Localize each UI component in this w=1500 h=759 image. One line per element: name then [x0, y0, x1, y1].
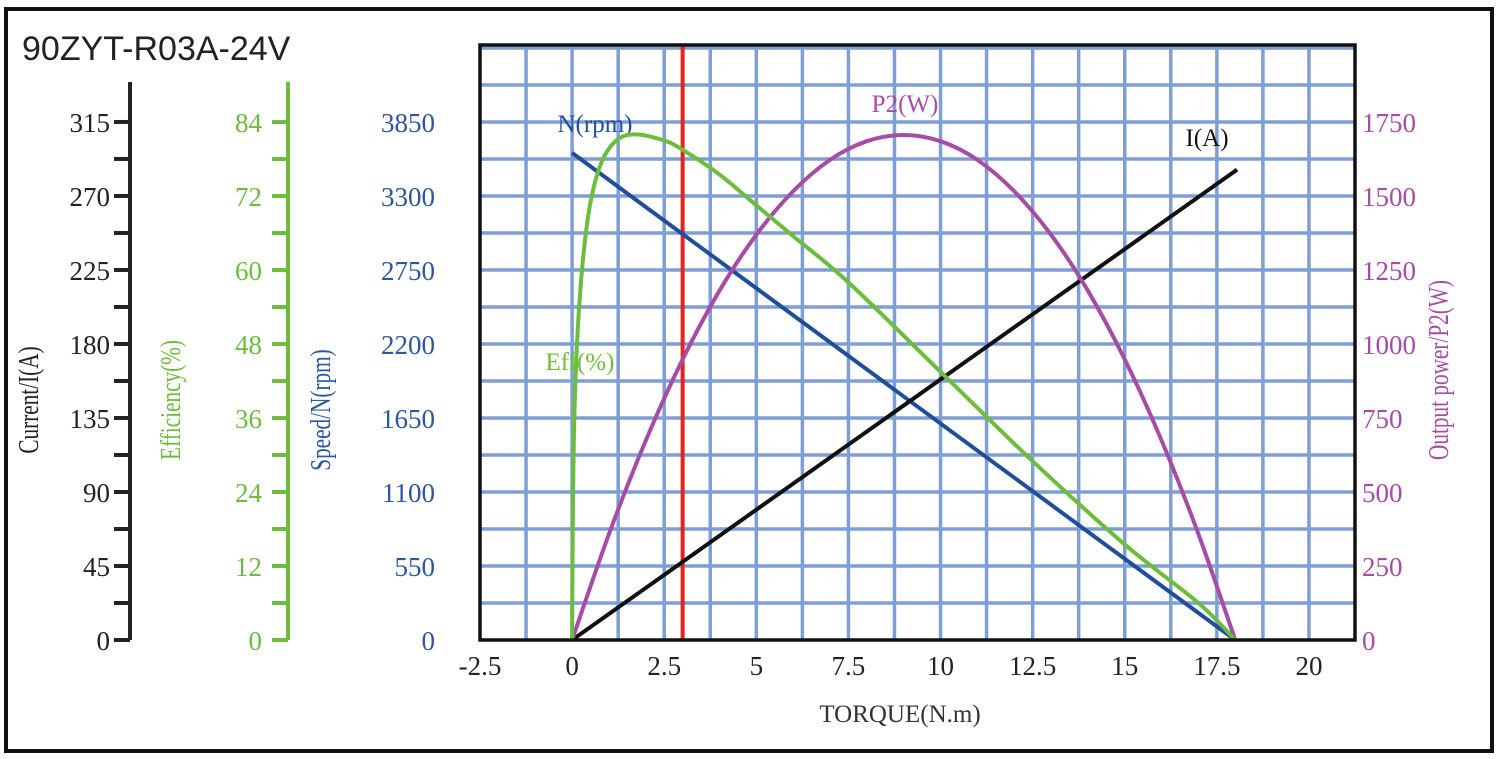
- speed-tick-label: 3850: [381, 108, 435, 138]
- efficiency-tick-label: 84: [235, 108, 263, 138]
- x-tick-label: 10: [927, 651, 954, 681]
- power-tick-label: 500: [1362, 478, 1403, 508]
- current-tick-label: 180: [70, 330, 111, 360]
- current-tick-label: 45: [83, 552, 110, 582]
- series-line-eff: [570, 132, 1237, 642]
- x-tick-label: 0: [565, 651, 579, 681]
- current-tick-label: 90: [83, 478, 110, 508]
- series-label-p2-w: P2(W): [872, 91, 939, 118]
- speed-tick-label: 2750: [381, 256, 435, 286]
- current-tick-label: 315: [70, 108, 111, 138]
- series-line-p2-w: [570, 132, 1238, 641]
- speed-tick-label: 1650: [381, 404, 435, 434]
- efficiency-tick-label: 0: [249, 626, 263, 656]
- power-tick-label: 0: [1362, 626, 1376, 656]
- x-tick-label: 2.5: [647, 651, 681, 681]
- series-line-n-rpm: [570, 151, 1237, 642]
- power-tick-label: 750: [1362, 404, 1403, 434]
- x-tick-label: 7.5: [832, 651, 866, 681]
- series-line-i-a: [570, 168, 1239, 642]
- series: N(rpm) I(A) P2(W) Eff(%): [546, 45, 1239, 642]
- chart-title: 90ZYT-R03A-24V: [22, 30, 291, 68]
- efficiency-tick-label: 24: [235, 478, 263, 508]
- efficiency-tick-label: 36: [235, 404, 262, 434]
- speed-tick-label: 1100: [382, 478, 435, 508]
- efficiency-tick-label: 48: [235, 330, 262, 360]
- x-tick-label: -2.5: [459, 651, 502, 681]
- current-axis-title: Current/I(A): [13, 346, 45, 453]
- current-tick-label: 270: [70, 182, 111, 212]
- speed-tick-label: 550: [395, 552, 436, 582]
- efficiency-tick-label: 60: [235, 256, 262, 286]
- power-tick-label: 250: [1362, 552, 1403, 582]
- axes: -2.5 0 2.5 5 7.5 10 12.5 15 17.5 20 0 45 90 135 180 225…: [13, 82, 1455, 681]
- efficiency-tick-label: 12: [235, 552, 262, 582]
- speed-tick-label: 2200: [381, 330, 435, 360]
- speed-tick-label: 3300: [381, 182, 435, 212]
- efficiency-axis-title: Efficiency(%): [155, 340, 187, 460]
- current-tick-label: 0: [97, 626, 111, 656]
- series-label-eff: Eff(%): [546, 349, 615, 376]
- grid: [480, 45, 1355, 640]
- current-tick-label: 135: [70, 404, 111, 434]
- x-tick-label: 17.5: [1193, 651, 1240, 681]
- x-axis-label: TORQUE(N.m): [819, 701, 980, 728]
- power-tick-label: 1500: [1362, 182, 1416, 212]
- x-tick-label: 5: [750, 651, 764, 681]
- series-label-i-a: I(A): [1185, 125, 1228, 152]
- power-tick-label: 1000: [1362, 330, 1416, 360]
- efficiency-tick-label: 72: [235, 182, 262, 212]
- speed-tick-label: 0: [422, 626, 436, 656]
- speed-axis-title: Speed/N(rpm): [305, 349, 337, 471]
- outer-frame: [4, 7, 1494, 753]
- current-tick-label: 225: [70, 256, 111, 286]
- x-tick-label: 20: [1295, 651, 1322, 681]
- plot-frame: [478, 43, 1357, 642]
- power-axis-title: Output power/P2(W): [1423, 280, 1455, 460]
- x-tick-label: 15: [1111, 651, 1138, 681]
- series-label-n-rpm: N(rpm): [558, 111, 633, 138]
- power-tick-label: 1750: [1362, 108, 1416, 138]
- x-tick-label: 12.5: [1009, 651, 1056, 681]
- power-tick-label: 1250: [1362, 256, 1416, 286]
